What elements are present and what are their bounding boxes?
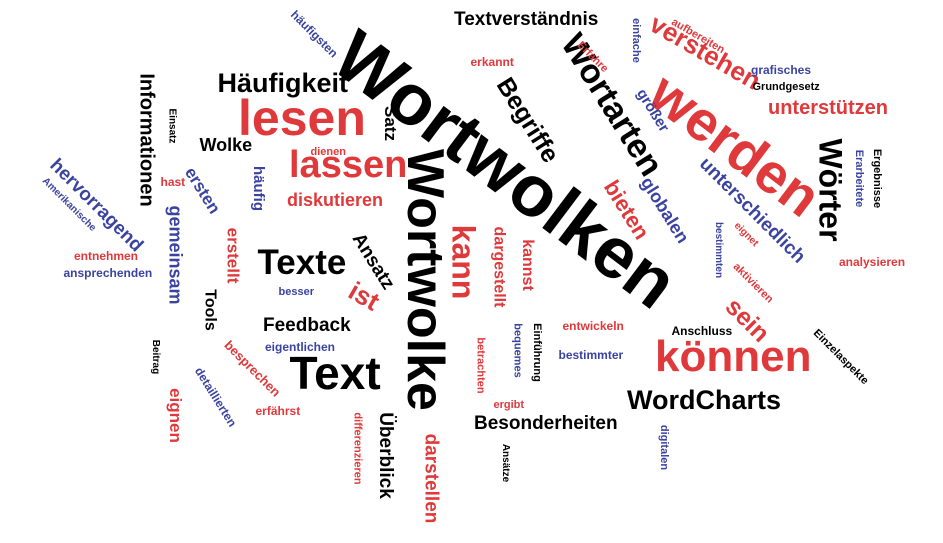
word-dienen: dienen <box>310 145 346 158</box>
word-kannst: kannst <box>518 239 536 291</box>
word-text: Text <box>289 347 381 399</box>
word-digitalen: digitalen <box>657 424 670 470</box>
word-wortwolke: Wortwolke <box>395 149 454 411</box>
word-dargestellt: dargestellt <box>489 226 507 308</box>
word-ueberblick: Überblick <box>374 411 396 499</box>
word-einfuehrung: Einführung <box>530 322 543 382</box>
word-erarbeitete: Erarbeitete <box>852 149 865 207</box>
word-anschluss: Anschluss <box>671 324 733 338</box>
word-textverstaendnis: Textverständnis <box>454 8 599 30</box>
word-feedback: Feedback <box>263 314 351 336</box>
word-einzelaspekte: Einzelaspekte <box>810 326 871 387</box>
word-haeufigkeit: Häufigkeit <box>217 67 349 98</box>
word-bequemes: bequemes <box>511 322 524 378</box>
word-grafisches: grafisches <box>751 63 812 77</box>
word-erfaehrst: erfährst <box>255 404 301 418</box>
word-entwickeln: entwickeln <box>562 319 624 333</box>
word-grundgesetz: Grundgesetz <box>752 80 820 93</box>
word-eignen: eignen <box>165 387 185 443</box>
word-haeufig: häufig <box>249 165 267 211</box>
word-differenzieren: differenzieren <box>351 411 364 485</box>
word-einfache: einfache <box>629 17 642 63</box>
word-besser: besser <box>278 285 314 298</box>
word-bestimmten: bestimmten <box>713 221 725 279</box>
word-lassen: lassen <box>289 144 408 186</box>
word-ergibt: ergibt <box>493 398 525 411</box>
word-darstellen: darstellen <box>420 433 442 523</box>
word-haeufigsten: häufigsten <box>287 7 341 61</box>
word-diskutieren: diskutieren <box>287 190 384 210</box>
word-besonderheiten: Besonderheiten <box>474 412 618 434</box>
word-koennen: können <box>655 332 812 381</box>
word-entnehmen: entnehmen <box>74 249 139 263</box>
word-kann: kann <box>444 224 481 300</box>
word-betrachten: betrachten <box>474 336 487 394</box>
word-texte: Texte <box>257 242 347 282</box>
word-unterstuetzen: unterstützen <box>768 97 888 119</box>
word-analysieren: analysieren <box>839 255 906 269</box>
word-lesen: lesen <box>238 90 366 146</box>
word-beitrag: Beitrag <box>150 339 162 375</box>
word-detaillierten: detaillierten <box>191 364 239 430</box>
word-einsatz: Einsatz <box>166 108 178 144</box>
word-gemeinsam: gemeinsam <box>165 205 186 305</box>
word-ersten: ersten <box>180 163 224 217</box>
word-satz: Satz <box>380 105 400 141</box>
word-ansaetze: Ansätze <box>500 443 512 483</box>
word-eigentlichen: eigentlichen <box>265 340 336 354</box>
word-erstellt: erstellt <box>223 227 243 283</box>
word-tools: Tools <box>201 289 219 331</box>
word-wolke: Wolke <box>199 135 253 155</box>
word-ergebnisse: Ergebnisse <box>870 148 883 208</box>
word-bestimmter: bestimmter <box>558 348 624 362</box>
word-erkannt: erkannt <box>470 55 514 69</box>
word-wordcharts: WordCharts <box>627 384 782 415</box>
word-woerter: Wörter <box>812 138 849 242</box>
word-informationen: Informationen <box>135 73 158 207</box>
word-hast: hast <box>160 175 186 189</box>
word-ansprechenden: ansprechenden <box>63 266 153 280</box>
